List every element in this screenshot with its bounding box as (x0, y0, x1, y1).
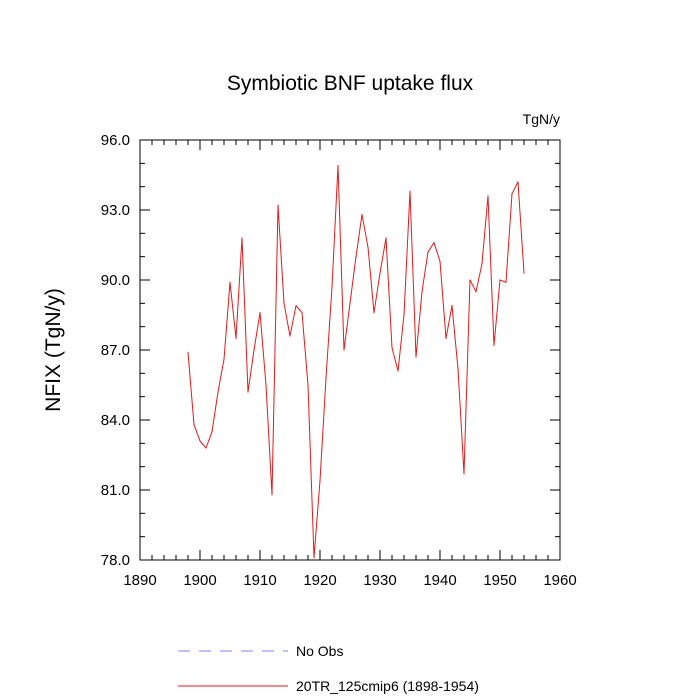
data-point (289, 335, 291, 337)
x-tick-label: 1940 (423, 572, 456, 589)
y-tick-label: 87.0 (101, 342, 130, 359)
x-tick-label: 1950 (483, 572, 516, 589)
data-point (295, 305, 297, 307)
data-point (301, 312, 303, 314)
y-tick-label: 81.0 (101, 482, 130, 499)
data-point (199, 440, 201, 442)
data-point (505, 281, 507, 283)
data-point (421, 291, 423, 293)
data-point (391, 347, 393, 349)
y-tick-label: 96.0 (101, 132, 130, 149)
data-point (445, 337, 447, 339)
data-point (331, 286, 333, 288)
data-point (517, 181, 519, 183)
data-point (349, 302, 351, 304)
chart-title: Symbiotic BNF uptake flux (227, 72, 474, 95)
data-point (355, 256, 357, 258)
y-tick-label: 93.0 (101, 202, 130, 219)
legend-label-20tr: 20TR_125cmip6 (1898-1954) (296, 678, 479, 694)
data-point (439, 260, 441, 262)
data-point (463, 473, 465, 475)
data-point (373, 312, 375, 314)
data-point (223, 358, 225, 360)
data-point (229, 281, 231, 283)
data-point (385, 237, 387, 239)
x-tick-label: 1890 (123, 572, 156, 589)
x-tick-label: 1920 (303, 572, 336, 589)
y-tick-label: 78.0 (101, 552, 130, 569)
data-point (253, 349, 255, 351)
data-point (469, 279, 471, 281)
data-point (379, 272, 381, 274)
data-point (415, 356, 417, 358)
x-tick-label: 1900 (183, 572, 216, 589)
data-point (205, 447, 207, 449)
data-point (457, 368, 459, 370)
data-point (409, 190, 411, 192)
units-label: TgN/y (523, 111, 560, 127)
data-point (307, 384, 309, 386)
data-point (493, 344, 495, 346)
x-tick-label: 1930 (363, 572, 396, 589)
legend: No Obs 20TR_125cmip6 (1898-1954) (178, 643, 479, 694)
x-tick-label: 1910 (243, 572, 276, 589)
data-point (427, 251, 429, 253)
data-point (211, 431, 213, 433)
data-point (283, 302, 285, 304)
data-point (367, 246, 369, 248)
data-point (433, 242, 435, 244)
data-point (403, 314, 405, 316)
x-tick-label: 1960 (543, 572, 576, 589)
data-point (361, 214, 363, 216)
data-point (511, 193, 513, 195)
data-point (451, 305, 453, 307)
data-point (217, 391, 219, 393)
y-tick-label: 90.0 (101, 272, 130, 289)
data-point (193, 424, 195, 426)
data-point (487, 195, 489, 197)
data-point (475, 291, 477, 293)
data-point (313, 557, 315, 559)
data-point (325, 377, 327, 379)
data-point (241, 237, 243, 239)
data-point (259, 312, 261, 314)
data-point (247, 391, 249, 393)
data-point (235, 337, 237, 339)
data-point (337, 165, 339, 167)
data-point (187, 351, 189, 353)
data-point (319, 480, 321, 482)
data-point (499, 279, 501, 281)
legend-label-no-obs: No Obs (296, 643, 343, 659)
data-point (397, 370, 399, 372)
y-axis-label: NFIX (TgN/y) (42, 288, 65, 412)
y-tick-label: 84.0 (101, 412, 130, 429)
data-point (523, 272, 525, 274)
series-layer (187, 165, 525, 559)
plot-frame (139, 139, 561, 561)
axis-ticks: 1890 1900 1910 1920 1930 1940 1950 1960 78.0 81.0… (101, 132, 577, 589)
data-point (481, 263, 483, 265)
series-line-1 (187, 165, 525, 559)
data-point (277, 204, 279, 206)
data-point (265, 384, 267, 386)
data-point (271, 494, 273, 496)
data-point (343, 349, 345, 351)
